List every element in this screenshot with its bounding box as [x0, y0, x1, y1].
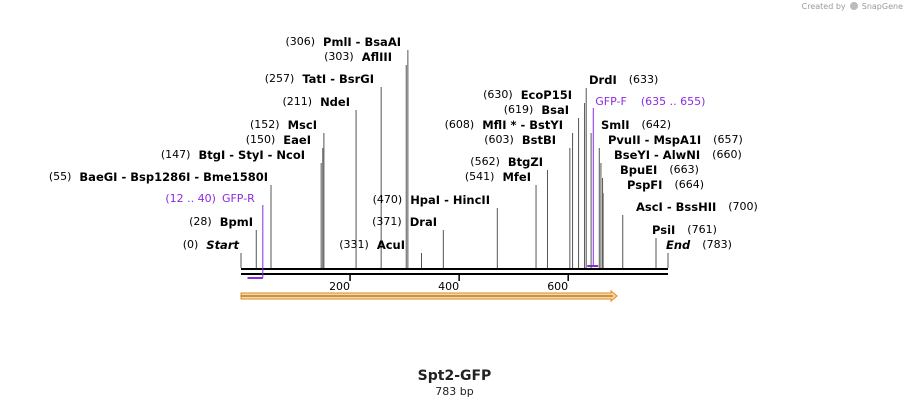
site-smli-label[interactable]: SmlI (642) [601, 118, 671, 132]
site-ndei-label[interactable]: (211) NdeI [282, 95, 350, 109]
site-start-label[interactable]: (0) Start [183, 238, 240, 252]
site-bpuei-label[interactable]: BpuEI (663) [620, 163, 699, 177]
site-bpmi-label[interactable]: (28) BpmI [189, 215, 253, 229]
site-mfli-star-bstyi-label[interactable]: (608) MflI * - BstYI [445, 118, 563, 132]
site-btgi-styi-ncoi-label[interactable]: (147) BtgI - StyI - NcoI [161, 148, 305, 162]
site-end-label[interactable]: End (783) [666, 238, 732, 252]
site-tati-bsrgi-label[interactable]: (257) TatI - BsrGI [265, 72, 374, 86]
primer-gfp-r-label[interactable]: (12 .. 40) GFP-R [165, 192, 255, 205]
site-drai-label[interactable]: (371) DraI [372, 215, 437, 229]
ruler-tick-label-400: 400 [438, 280, 459, 293]
snapgene-credit: Created by SnapGene [802, 2, 903, 11]
snapgene-logo-icon [850, 2, 859, 10]
credit-brand: SnapGene [861, 2, 903, 11]
sequence-name: Spt2-GFP [417, 368, 492, 384]
primer-gfp-f-label[interactable]: GFP-F (635 .. 655) [595, 95, 705, 108]
site-bsai-label[interactable]: (619) BsaI [504, 103, 569, 117]
ruler-tick-label-200: 200 [329, 280, 350, 293]
site-pvuii-mspa1i-label[interactable]: PvuII - MspA1I (657) [608, 133, 743, 147]
site-pmli-bsaai-label[interactable]: (306) PmlI - BsaAI [285, 35, 401, 49]
site-eaei-label[interactable]: (150) EaeI [246, 133, 311, 147]
site-mfei-label[interactable]: (541) MfeI [465, 170, 531, 184]
site-bstbi-label[interactable]: (603) BstBI [484, 133, 556, 147]
site-msci-label[interactable]: (152) MscI [250, 118, 317, 132]
site-pspfi-label[interactable]: PspFI (664) [627, 178, 704, 192]
site-acui-label[interactable]: (331) AcuI [339, 238, 405, 252]
site-afliii-label[interactable]: (303) AflIII [324, 50, 392, 64]
site-hpai-hincii-label[interactable]: (470) HpaI - HincII [373, 193, 490, 207]
site-psii-label[interactable]: PsiI (761) [652, 223, 717, 237]
credit-prefix: Created by [801, 2, 846, 11]
ruler-tick-label-600: 600 [547, 280, 568, 293]
map-title-block: Spt2-GFP 783 bp [0, 368, 909, 398]
site-baegi-bsp1286i-bme1580i-label[interactable]: (55) BaeGI - Bsp1286I - Bme1580I [49, 170, 268, 184]
site-ecop15i-label[interactable]: (630) EcoP15I [483, 88, 572, 102]
site-asci-bsshii-label[interactable]: AscI - BssHII (700) [636, 200, 758, 214]
site-btgzi-label[interactable]: (562) BtgZI [470, 155, 543, 169]
sequence-length: 783 bp [435, 385, 474, 398]
site-drdi-label[interactable]: DrdI (633) [589, 73, 658, 87]
site-bseyi-alwni-label[interactable]: BseYI - AlwNI (660) [614, 148, 742, 162]
